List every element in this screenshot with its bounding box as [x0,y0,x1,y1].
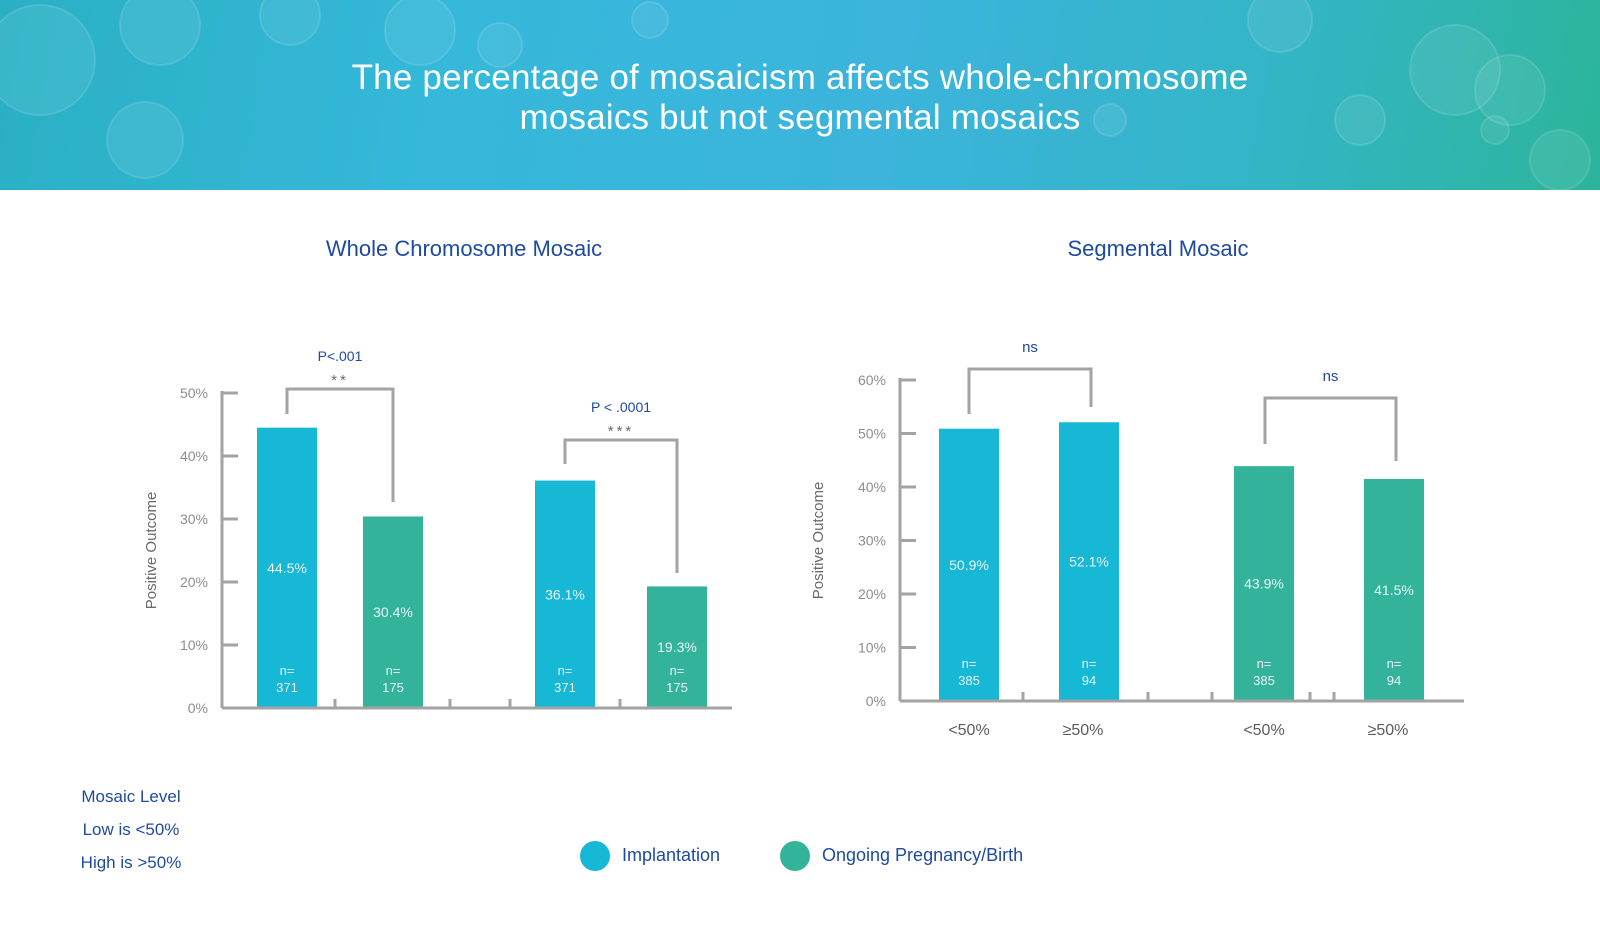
bar-n-value: 371 [276,680,298,695]
bar-value-label: 41.5% [1374,582,1414,598]
bar [257,427,317,707]
significance-bracket [1263,396,1398,461]
p-value-label: P<.001 [318,348,363,364]
y-axis-label: Positive Outcome [143,492,160,610]
bubble-pattern [0,0,1591,190]
significance-bracket [285,387,395,502]
legend-label-implantation: Implantation [622,845,721,865]
significance-ns: ns [1022,339,1038,356]
bar-value-label: 50.9% [949,557,989,573]
significance-ns: ns [1323,368,1339,385]
p-value-label: P < .0001 [591,399,651,415]
y-axis-label: Positive Outcome [810,482,827,600]
bar-value-label: 36.1% [545,586,585,602]
bar-n-prefix: n= [670,663,685,678]
bar-n-value: 385 [958,673,980,688]
mosaic-key-heading: Mosaic Level [81,787,181,806]
y-tick-label: 20% [858,586,886,602]
y-tick-label: 20% [180,574,208,590]
significance-bracket [967,367,1093,414]
mosaic-key-high: High is >50% [80,853,182,872]
bar [535,480,595,707]
mosaic-key-low: Low is <50% [82,820,180,839]
y-tick-label: 60% [858,372,886,388]
bar [1234,466,1294,700]
bar-value-label: 44.5% [267,560,307,576]
bar-n-value: 175 [666,680,688,695]
bar-n-value: 371 [554,680,576,695]
x-category-label: ≥50% [1368,722,1409,739]
mosaic-level-key: Mosaic Level Low is <50% High is >50% [60,786,202,885]
bar-n-prefix: n= [1257,656,1272,671]
legend-swatch-ongoing [780,841,810,871]
bar-n-value: 385 [1253,673,1275,688]
bar [363,516,423,707]
bar [939,428,999,700]
bar-n-prefix: n= [1387,656,1402,671]
y-tick-label: 30% [180,511,208,527]
legend-label-ongoing: Ongoing Pregnancy/Birth [822,845,1024,865]
bar-value-label: 52.1% [1069,554,1109,570]
page-title: The percentage of mosaicism affects whol… [351,58,1249,137]
x-category-label: <50% [1243,722,1284,739]
bar-n-value: 175 [382,680,404,695]
y-tick-label: 10% [858,640,886,656]
chart-segmental: 0% 10% 20% 30% 40% 50% 60% Positive Outcome 50.9… [810,339,1464,739]
y-tick-label: 0% [866,693,886,709]
bar-n-prefix: n= [558,663,573,678]
y-tick-label: 50% [180,385,208,401]
bar-n-prefix: n= [962,656,977,671]
significance-stars: *** [608,423,635,440]
y-tick-label: 40% [180,448,208,464]
bar [1059,422,1119,700]
y-tick-label: 0% [188,700,208,716]
chart-title-whole: Whole Chromosome Mosaic [325,236,603,261]
legend-swatch-implantation [580,841,610,871]
y-tick-label: 40% [858,479,886,495]
bar-n-prefix: n= [280,663,295,678]
x-category-label: <50% [948,722,989,739]
y-tick-label: 30% [858,533,886,549]
bar-value-label: 19.3% [657,639,697,655]
chart-title-segmental: Segmental Mosaic [1067,236,1249,261]
x-category-label: ≥50% [1063,722,1104,739]
bar-n-value: 94 [1082,673,1096,688]
bar-value-label: 43.9% [1244,576,1284,592]
bar-n-prefix: n= [1082,656,1097,671]
bar-n-prefix: n= [386,663,401,678]
bar [647,586,707,707]
bar-n-value: 94 [1387,673,1401,688]
significance-stars: ** [331,372,349,389]
y-tick-label: 10% [180,637,208,653]
chart-whole-chromosome: 0% 10% 20% 30% 40% 50% Positive Outcome 44.5% n=… [143,348,732,716]
bar-value-label: 30.4% [373,604,413,620]
header-banner: The percentage of mosaicism affects whol… [0,0,1600,190]
y-tick-label: 50% [858,426,886,442]
significance-bracket [563,438,679,573]
bar [1364,478,1424,700]
